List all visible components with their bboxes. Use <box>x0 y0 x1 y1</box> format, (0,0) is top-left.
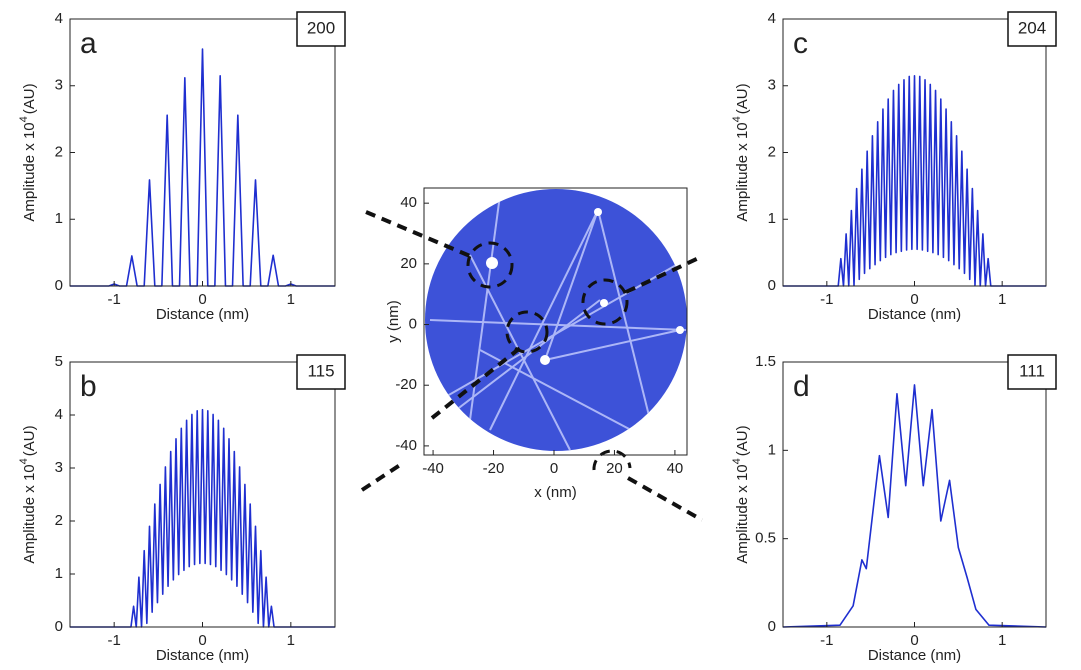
y-label-exponent: 4 <box>18 116 30 122</box>
y-tick-label: 0 <box>768 618 776 635</box>
y-label-unit: (AU) <box>21 425 38 456</box>
y-tick-label: 1 <box>768 441 776 458</box>
dashed-markers <box>360 210 704 522</box>
y-label-text: Amplitude x 10 <box>21 464 38 563</box>
y-label-unit: (AU) <box>734 425 751 456</box>
y-tick-label: 0.5 <box>755 530 776 547</box>
annotation: 115 <box>307 361 334 380</box>
data-line <box>783 74 1046 287</box>
y-tick-label: 0 <box>55 277 63 294</box>
y-tick-label: 40 <box>400 194 417 211</box>
x-tick-label: 0 <box>910 632 918 649</box>
annotation-box <box>1007 354 1057 390</box>
y-tick-label: 4 <box>55 406 63 423</box>
annotation: 200 <box>307 18 335 37</box>
x-tick-label: -20 <box>483 460 505 477</box>
x-tick-label: 0 <box>550 460 558 477</box>
y-tick-label: 4 <box>55 10 63 27</box>
x-axis-label: Distance (nm) <box>868 306 961 323</box>
y-label-text: Amplitude x 10 <box>734 122 751 221</box>
y-axis-label: Amplitude x 104 (AU) <box>731 83 751 221</box>
annotation-box <box>296 11 346 47</box>
y-label-unit: (AU) <box>734 83 751 114</box>
y-axis-label: Amplitude x 104 (AU) <box>18 83 38 221</box>
y-tick-label: 1 <box>55 210 63 227</box>
x-tick-label: 1 <box>287 291 295 308</box>
x-tick-label: 20 <box>606 460 623 477</box>
x-tick-label: -1 <box>107 632 120 649</box>
panel: 0 0.5 1 1.5 -1 0 1 Distance (nm) Amplitude x 104… <box>731 353 1057 664</box>
y-label-unit: (AU) <box>21 83 38 114</box>
panel-letter: b <box>80 370 97 403</box>
x-tick-label: -40 <box>422 460 444 477</box>
x-tick-label: -1 <box>820 291 833 308</box>
x-tick-label: 1 <box>998 632 1006 649</box>
spots <box>486 208 684 466</box>
x-tick-label: 40 <box>667 460 684 477</box>
panel-letter: a <box>80 27 97 60</box>
y-tick-label: 1 <box>55 565 63 582</box>
y-tick-label: 4 <box>768 10 776 27</box>
diffraction-image <box>360 189 704 522</box>
data-line <box>782 384 1047 628</box>
y-tick-label: -40 <box>395 437 417 454</box>
y-label-exponent: 4 <box>18 458 30 464</box>
x-tick-label: 1 <box>998 291 1006 308</box>
axes-frame <box>423 187 688 456</box>
x-axis-label: Distance (nm) <box>156 306 249 323</box>
y-tick-label: 0 <box>768 277 776 294</box>
y-tick-label: 0 <box>55 618 63 635</box>
y-label-text: Amplitude x 10 <box>21 122 38 221</box>
annotation: 111 <box>1019 361 1045 380</box>
y-label-text: Amplitude x 10 <box>734 464 751 563</box>
panel: -40 -20 0 20 40 -40 -20 0 20 40 x (nm) y (nm) <box>385 187 688 501</box>
disc <box>425 189 687 451</box>
y-axis-label: y (nm) <box>385 300 402 343</box>
x-axis-label: Distance (nm) <box>868 647 961 664</box>
data-line <box>70 408 335 628</box>
panel-letter: c <box>793 27 808 60</box>
x-tick-label: -1 <box>107 291 120 308</box>
axes-frame <box>782 361 1047 628</box>
x-tick-label: 0 <box>198 291 206 308</box>
y-tick-label: 2 <box>55 512 63 529</box>
axes-frame <box>782 18 1047 287</box>
y-tick-label: 1 <box>768 210 776 227</box>
y-tick-label: 3 <box>768 77 776 94</box>
y-tick-label: 2 <box>768 143 776 160</box>
y-label-exponent: 4 <box>731 458 743 464</box>
y-tick-label: 5 <box>55 353 63 370</box>
annotation: 204 <box>1018 18 1046 37</box>
y-tick-label: 0 <box>409 316 417 333</box>
y-tick-label: 1.5 <box>755 353 776 370</box>
panel-letter: d <box>793 370 810 403</box>
x-tick-label: 0 <box>910 291 918 308</box>
x-tick-label: 1 <box>287 632 295 649</box>
x-axis-label: x (nm) <box>534 484 577 501</box>
y-tick-label: 3 <box>55 459 63 476</box>
annotation-box <box>296 354 346 390</box>
y-tick-label: 3 <box>55 77 63 94</box>
axes-frame <box>69 361 336 628</box>
y-axis-label: Amplitude x 104 (AU) <box>18 425 38 563</box>
y-axis-label: Amplitude x 104 (AU) <box>731 425 751 563</box>
x-axis-label: Distance (nm) <box>156 647 249 664</box>
x-tick-label: -1 <box>820 632 833 649</box>
y-tick-label: 2 <box>55 143 63 160</box>
x-tick-label: 0 <box>198 632 206 649</box>
y-tick-label: -20 <box>395 376 417 393</box>
annotation-box <box>1007 11 1057 47</box>
y-label-exponent: 4 <box>731 116 743 122</box>
y-tick-label: 20 <box>400 255 417 272</box>
data-line <box>70 48 335 287</box>
